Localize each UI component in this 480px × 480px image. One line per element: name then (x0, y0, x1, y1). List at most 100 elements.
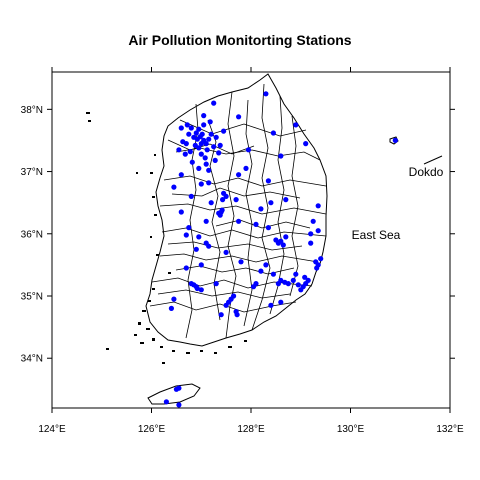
station-point (207, 119, 213, 125)
station-point (198, 141, 204, 147)
station-point (196, 126, 202, 132)
station-point (265, 178, 271, 184)
station-point (176, 385, 182, 391)
station-point (265, 225, 271, 231)
station-point (275, 281, 281, 287)
station-point (258, 206, 264, 212)
station-point (212, 157, 218, 163)
station-point (236, 172, 242, 178)
station-point (234, 312, 240, 318)
station-point (302, 274, 308, 280)
station-point (196, 234, 202, 240)
station-point (201, 113, 207, 119)
station-point (178, 125, 184, 131)
station-point (216, 210, 222, 216)
monitoring-stations (163, 91, 398, 408)
station-point (258, 268, 264, 274)
station-point (290, 277, 296, 283)
y-tick-label: 37°N (21, 167, 43, 178)
station-point (223, 249, 229, 255)
station-point (253, 221, 259, 227)
station-point (213, 281, 219, 287)
station-point (233, 197, 239, 203)
station-point (236, 114, 242, 120)
station-point (273, 237, 279, 243)
station-point (220, 197, 226, 203)
station-point (268, 302, 274, 308)
dokdo-leader-line (423, 155, 443, 165)
station-point (196, 165, 202, 171)
station-point (189, 159, 195, 165)
station-point (243, 165, 249, 171)
station-point (203, 161, 209, 167)
station-point (206, 136, 212, 142)
y-tick-label: 35°N (21, 292, 43, 303)
y-tick-label: 36°N (21, 229, 43, 240)
station-point (183, 232, 189, 238)
station-point (308, 231, 314, 237)
station-point (208, 131, 214, 137)
station-point (196, 145, 202, 151)
station-point (226, 299, 232, 305)
station-point (203, 218, 209, 224)
station-point (193, 246, 199, 252)
station-point (176, 147, 182, 153)
station-point (184, 122, 190, 128)
station-point (250, 284, 257, 290)
station-point (278, 153, 284, 159)
station-point (315, 203, 321, 209)
x-tick-label: 128°E (237, 424, 265, 435)
station-point (186, 225, 192, 231)
station-point (168, 305, 174, 311)
station-point (308, 240, 314, 246)
station-point (183, 265, 189, 271)
mainland-outline (145, 73, 328, 347)
station-point (236, 218, 242, 224)
station-point (188, 281, 194, 287)
station-point (278, 299, 284, 305)
x-tick-label: 126°E (138, 424, 166, 435)
station-point (202, 155, 208, 161)
station-point (198, 287, 204, 293)
y-tick-label: 34°N (21, 354, 43, 365)
station-point (218, 312, 224, 318)
station-point (295, 282, 301, 288)
east-sea-label: East Sea (352, 228, 401, 242)
station-point (186, 131, 192, 137)
station-point (194, 285, 200, 292)
station-point (221, 128, 227, 134)
jeju-island (147, 383, 201, 405)
station-point (285, 281, 291, 287)
station-point (182, 151, 188, 157)
station-point (213, 134, 219, 140)
station-point (171, 296, 177, 302)
station-point (206, 180, 212, 186)
station-point (318, 256, 324, 262)
dokdo-label: Dokdo (409, 165, 444, 179)
station-point (392, 137, 398, 143)
station-point (263, 262, 269, 268)
station-point (216, 150, 222, 156)
station-point (219, 207, 225, 213)
station-point (171, 184, 177, 190)
station-point (188, 125, 194, 131)
station-point (211, 100, 217, 106)
station-point (178, 172, 184, 178)
station-point (298, 287, 304, 293)
station-point (283, 197, 289, 203)
station-point (198, 181, 204, 187)
station-point (199, 131, 205, 137)
station-point (211, 144, 217, 150)
x-tick-label: 124°E (38, 424, 66, 435)
station-point (187, 149, 193, 155)
x-axis: 124°E 126°E 128°E 130°E 132°E (38, 67, 464, 435)
station-point (208, 200, 214, 206)
chart-title: Air Pollution Monitorting Stations (128, 32, 351, 48)
station-point (204, 147, 210, 153)
station-point (206, 167, 212, 173)
station-point (245, 147, 252, 153)
station-point (203, 240, 209, 246)
station-point (223, 193, 229, 199)
station-point (263, 91, 269, 97)
